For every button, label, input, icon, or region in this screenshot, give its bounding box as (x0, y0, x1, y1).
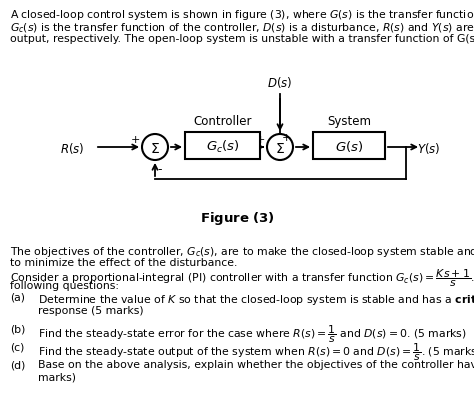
Text: $G(s)$: $G(s)$ (335, 139, 363, 154)
Text: $\mathbf{Figure\ (3)}$: $\mathbf{Figure\ (3)}$ (200, 209, 274, 227)
Text: +: + (255, 135, 265, 145)
Text: Find the steady-state error for the case where $R(s) = \dfrac{1}{s}$ and $D(s) =: Find the steady-state error for the case… (38, 323, 467, 344)
Text: Consider a proportional-integral (PI) controller with a transfer function $G_c(s: Consider a proportional-integral (PI) co… (10, 267, 474, 289)
Text: $D(s)$: $D(s)$ (267, 75, 292, 90)
Text: following questions:: following questions: (10, 280, 119, 290)
Text: -: - (157, 162, 162, 176)
Text: +: + (131, 135, 140, 145)
Text: A closed-loop control system is shown in figure (3), where $G(s)$ is the transfe: A closed-loop control system is shown in… (10, 8, 474, 22)
Text: +: + (282, 133, 292, 143)
Bar (185, 133, 260, 160)
Text: Controller: Controller (193, 115, 252, 128)
Text: $\Sigma$: $\Sigma$ (275, 142, 285, 156)
Text: to minimize the effect of the disturbance.: to minimize the effect of the disturbanc… (10, 257, 237, 267)
Text: Base on the above analysis, explain whether the objectives of the controller hav: Base on the above analysis, explain whet… (38, 359, 474, 369)
Text: $G_c(s)$ is the transfer function of the controller, $D(s)$ is a disturbance, $R: $G_c(s)$ is the transfer function of the… (10, 21, 474, 35)
Text: (d): (d) (10, 359, 26, 369)
Text: Find the steady-state output of the system when $R(s) = 0$ and $D(s) = \dfrac{1}: Find the steady-state output of the syst… (38, 341, 474, 363)
Text: output, respectively. The open-loop system is unstable with a transfer function : output, respectively. The open-loop syst… (10, 34, 474, 44)
Text: $G_c(s)$: $G_c(s)$ (206, 139, 239, 155)
Text: (c): (c) (10, 341, 24, 351)
Text: $\Sigma$: $\Sigma$ (150, 142, 160, 156)
Text: (a): (a) (10, 292, 25, 302)
Text: response (5 marks): response (5 marks) (38, 305, 144, 315)
Text: $R(s)$: $R(s)$ (60, 140, 84, 155)
Text: marks): marks) (38, 372, 76, 382)
Text: Determine the value of $K$ so that the closed-loop system is stable and has a $\: Determine the value of $K$ so that the c… (38, 292, 474, 306)
Bar (313, 133, 385, 160)
Text: (b): (b) (10, 323, 26, 333)
Text: The objectives of the controller, $G_c(s)$, are to make the closed-loop system s: The objectives of the controller, $G_c(s… (10, 244, 474, 258)
Text: $Y(s)$: $Y(s)$ (417, 140, 440, 155)
Text: System: System (327, 115, 371, 128)
